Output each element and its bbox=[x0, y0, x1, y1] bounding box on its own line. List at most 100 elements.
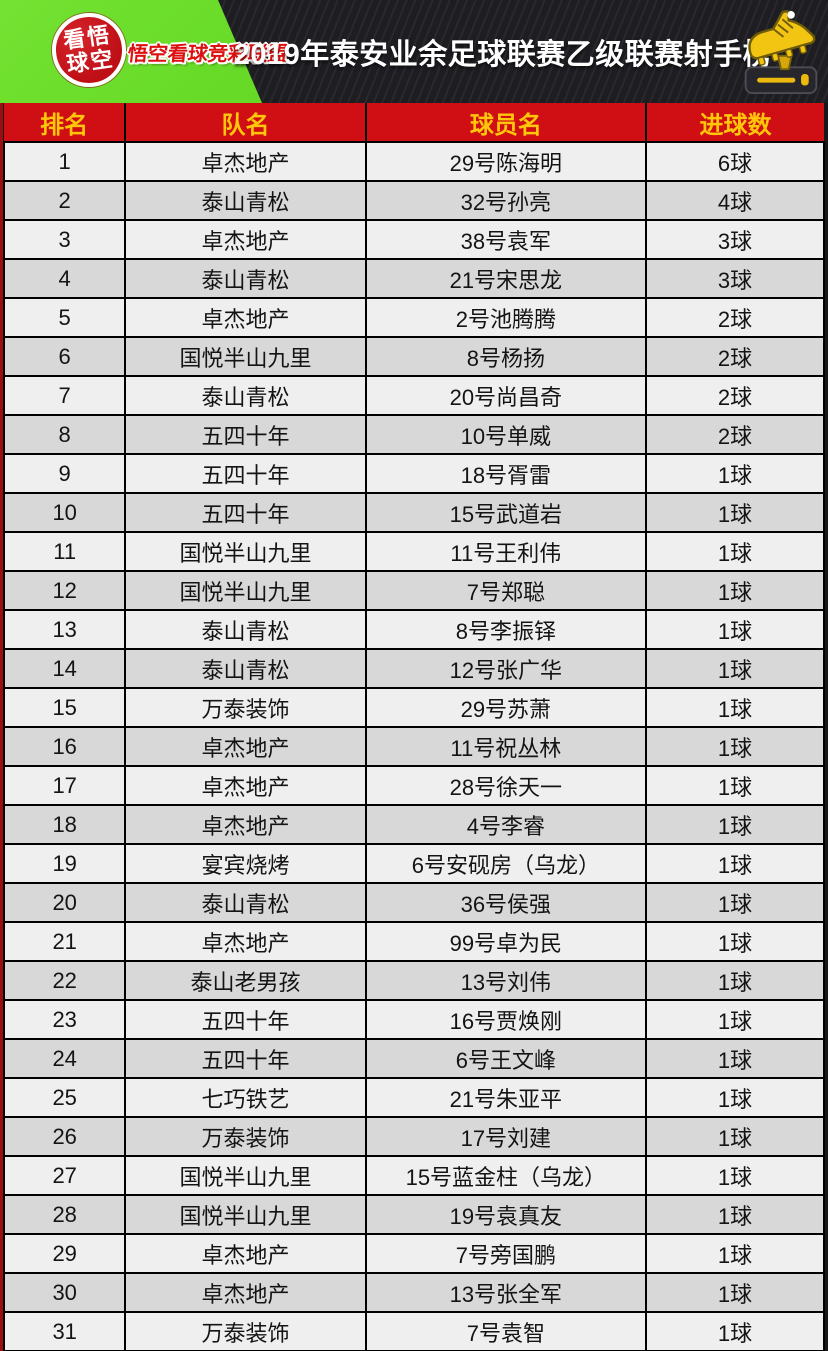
table-row: 4 泰山青松 21号宋思龙 3球 bbox=[2, 258, 825, 299]
team-cell: 卓杰地产 bbox=[124, 1272, 367, 1313]
goals-cell: 1球 bbox=[645, 1038, 825, 1079]
table-row: 18 卓杰地产 4号李睿 1球 bbox=[2, 804, 825, 845]
table-header-row: 排名 队名 球员名 进球数 bbox=[4, 103, 824, 143]
rank-cell: 5 bbox=[2, 297, 127, 338]
player-cell: 11号王利伟 bbox=[364, 531, 648, 572]
team-cell: 卓杰地产 bbox=[124, 1233, 367, 1274]
team-cell: 泰山青松 bbox=[124, 882, 367, 923]
table-row: 28 国悦半山九里 19号袁真友 1球 bbox=[2, 1194, 825, 1235]
goals-cell: 1球 bbox=[645, 1155, 825, 1196]
player-cell: 7号郑聪 bbox=[364, 570, 648, 611]
table-row: 14 泰山青松 12号张广华 1球 bbox=[2, 648, 825, 689]
table-row: 11 国悦半山九里 11号王利伟 1球 bbox=[2, 531, 825, 572]
goals-cell: 1球 bbox=[645, 531, 825, 572]
rank-cell: 8 bbox=[2, 414, 127, 455]
column-header-player: 球员名 bbox=[364, 103, 648, 143]
brand-logo-badge-line2: 球空 bbox=[65, 45, 117, 78]
goals-cell: 3球 bbox=[645, 219, 825, 260]
goals-cell: 3球 bbox=[645, 258, 825, 299]
team-cell: 万泰装饰 bbox=[124, 1116, 367, 1157]
player-cell: 29号陈海明 bbox=[364, 141, 648, 182]
rank-cell: 13 bbox=[2, 609, 127, 650]
table-row: 17 卓杰地产 28号徐天一 1球 bbox=[2, 765, 825, 806]
table-row: 7 泰山青松 20号尚昌奇 2球 bbox=[2, 375, 825, 416]
goals-cell: 1球 bbox=[645, 726, 825, 767]
rank-cell: 18 bbox=[2, 804, 127, 845]
table-row: 5 卓杰地产 2号池腾腾 2球 bbox=[2, 297, 825, 338]
player-cell: 21号宋思龙 bbox=[364, 258, 648, 299]
table-row: 26 万泰装饰 17号刘建 1球 bbox=[2, 1116, 825, 1157]
player-cell: 10号单威 bbox=[364, 414, 648, 455]
table-row: 24 五四十年 6号王文峰 1球 bbox=[2, 1038, 825, 1079]
rank-cell: 3 bbox=[2, 219, 127, 260]
goals-cell: 1球 bbox=[645, 492, 825, 533]
team-cell: 国悦半山九里 bbox=[124, 570, 367, 611]
team-cell: 泰山老男孩 bbox=[124, 960, 367, 1001]
table-row: 23 五四十年 16号贾焕刚 1球 bbox=[2, 999, 825, 1040]
team-cell: 五四十年 bbox=[124, 1038, 367, 1079]
goals-cell: 1球 bbox=[645, 1194, 825, 1235]
column-header-goals: 进球数 bbox=[645, 103, 824, 143]
table-row: 15 万泰装饰 29号苏萧 1球 bbox=[2, 687, 825, 728]
team-cell: 卓杰地产 bbox=[124, 921, 367, 962]
team-cell: 泰山青松 bbox=[124, 375, 367, 416]
player-cell: 13号刘伟 bbox=[364, 960, 648, 1001]
team-cell: 五四十年 bbox=[124, 492, 367, 533]
team-cell: 泰山青松 bbox=[124, 648, 367, 689]
player-cell: 38号袁军 bbox=[364, 219, 648, 260]
team-cell: 国悦半山九里 bbox=[124, 336, 367, 377]
table-row: 9 五四十年 18号胥雷 1球 bbox=[2, 453, 825, 494]
goals-cell: 1球 bbox=[645, 453, 825, 494]
scorer-table: 排名 队名 球员名 进球数 1 卓杰地产 29号陈海明 6球 2 泰山青松 32号孙亮 4球 3… bbox=[2, 103, 825, 1351]
rank-cell: 7 bbox=[2, 375, 127, 416]
rank-cell: 11 bbox=[2, 531, 127, 572]
player-cell: 20号尚昌奇 bbox=[364, 375, 648, 416]
player-cell: 36号侯强 bbox=[364, 882, 648, 923]
team-cell: 泰山青松 bbox=[124, 609, 367, 650]
table-row: 25 七巧铁艺 21号朱亚平 1球 bbox=[2, 1077, 825, 1118]
player-cell: 12号张广华 bbox=[364, 648, 648, 689]
team-cell: 卓杰地产 bbox=[124, 726, 367, 767]
goals-cell: 2球 bbox=[645, 414, 825, 455]
goals-cell: 6球 bbox=[645, 141, 825, 182]
goals-cell: 1球 bbox=[645, 921, 825, 962]
table-row: 30 卓杰地产 13号张全军 1球 bbox=[2, 1272, 825, 1313]
top-banner: 看悟 球空 悟空看球竞彩联盟 2019年泰安业余足球联赛乙级联赛射手榜 bbox=[0, 0, 828, 103]
brand-green-wedge bbox=[0, 0, 262, 103]
goals-cell: 1球 bbox=[645, 570, 825, 611]
team-cell: 七巧铁艺 bbox=[124, 1077, 367, 1118]
scorer-table-wrap: 排名 队名 球员名 进球数 1 卓杰地产 29号陈海明 6球 2 泰山青松 32号孙亮 4球 3… bbox=[0, 103, 825, 1351]
team-cell: 泰山青松 bbox=[124, 258, 367, 299]
player-cell: 7号旁国鹏 bbox=[364, 1233, 648, 1274]
goals-cell: 4球 bbox=[645, 180, 825, 221]
goals-cell: 1球 bbox=[645, 648, 825, 689]
player-cell: 8号杨扬 bbox=[364, 336, 648, 377]
table-row: 10 五四十年 15号武道岩 1球 bbox=[2, 492, 825, 533]
team-cell: 五四十年 bbox=[124, 999, 367, 1040]
goals-cell: 1球 bbox=[645, 687, 825, 728]
page-title: 2019年泰安业余足球联赛乙级联赛射手榜 bbox=[233, 38, 773, 71]
player-cell: 28号徐天一 bbox=[364, 765, 648, 806]
player-cell: 7号袁智 bbox=[364, 1311, 648, 1351]
goals-cell: 1球 bbox=[645, 609, 825, 650]
rank-cell: 26 bbox=[2, 1116, 127, 1157]
table-row: 31 万泰装饰 7号袁智 1球 bbox=[2, 1311, 825, 1351]
player-cell: 15号武道岩 bbox=[364, 492, 648, 533]
table-row: 8 五四十年 10号单威 2球 bbox=[2, 414, 825, 455]
team-cell: 卓杰地产 bbox=[124, 765, 367, 806]
rank-cell: 16 bbox=[2, 726, 127, 767]
player-cell: 2号池腾腾 bbox=[364, 297, 648, 338]
player-cell: 21号朱亚平 bbox=[364, 1077, 648, 1118]
rank-cell: 24 bbox=[2, 1038, 127, 1079]
rank-cell: 2 bbox=[2, 180, 127, 221]
goals-cell: 1球 bbox=[645, 1077, 825, 1118]
rank-cell: 6 bbox=[2, 336, 127, 377]
table-row: 2 泰山青松 32号孙亮 4球 bbox=[2, 180, 825, 221]
column-header-team: 队名 bbox=[124, 103, 367, 143]
rank-cell: 9 bbox=[2, 453, 127, 494]
rank-cell: 29 bbox=[2, 1233, 127, 1274]
goals-cell: 2球 bbox=[645, 336, 825, 377]
team-cell: 万泰装饰 bbox=[124, 1311, 367, 1351]
rank-cell: 17 bbox=[2, 765, 127, 806]
